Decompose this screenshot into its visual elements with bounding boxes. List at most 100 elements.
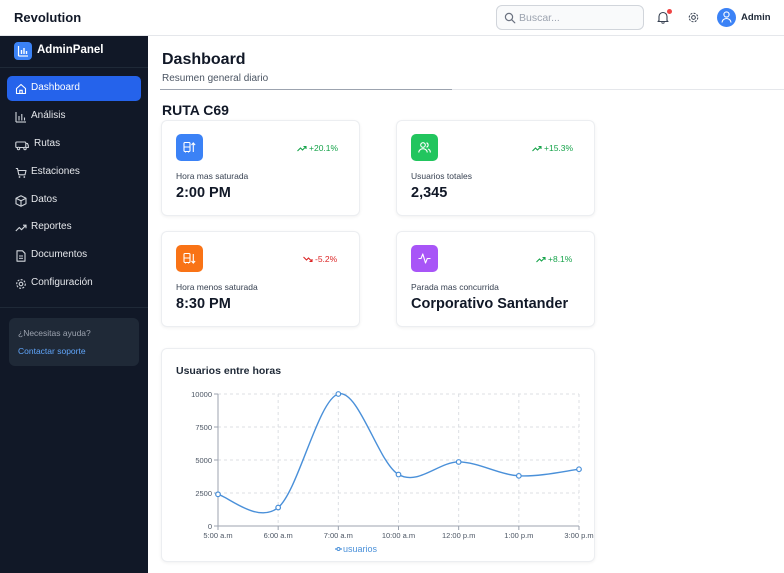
logo-text: AdminPanel [37,44,104,56]
line-chart[interactable]: 0 2500 5000 7500 10000 5:00 a.m 6:00 a.m 7:00 a… [162,349,596,563]
trend-value: +20.1% [309,143,339,153]
data-point [215,491,221,498]
contact-support-link[interactable]: Contactar soporte [18,346,86,356]
trending-up-icon [532,146,542,152]
y-tick-label: 5000 [195,456,212,465]
sidebar-item-label: Documentos [31,249,88,260]
trend-badge: -5.2% [303,254,337,264]
trend-badge: +8.1% [536,254,572,264]
search-box[interactable] [496,5,644,30]
box-icon [15,195,27,207]
brand-name: Revolution [14,10,82,25]
series-line-usuarios [217,393,580,514]
bus-down-icon [183,252,196,264]
sidebar-item-label: Reportes [31,221,72,232]
home-icon [15,83,27,95]
help-question: ¿Necesitas ayuda? [18,328,91,338]
stat-card-busiest-hour: +20.1% Hora mas saturada 2:00 PM [161,120,360,216]
y-tick-label: 10000 [191,390,212,399]
trending-up-icon [15,224,27,232]
icon-box [411,134,438,161]
document-icon [16,250,26,262]
sidebar-item-estaciones[interactable]: Estaciones [7,160,141,185]
icon-box [176,134,203,161]
stat-card-least-busy-hour: -5.2% Hora menos saturada 8:30 PM [161,231,360,327]
sidebar-item-datos[interactable]: Datos [7,188,141,213]
trending-up-icon [297,146,307,152]
stat-value: 2:00 PM [176,185,231,201]
stat-label: Hora menos saturada [176,282,258,292]
cart-icon [15,167,27,178]
top-bar: Revolution Admin [0,0,784,36]
stat-label: Hora mas saturada [176,171,249,181]
sidebar-item-dashboard[interactable]: Dashboard [7,76,141,101]
divider-accent [160,89,452,90]
search-input[interactable] [519,9,637,27]
trend-value: +8.1% [548,254,573,264]
stat-card-busiest-stop: +8.1% Parada mas concurrida Corporativo … [396,231,595,327]
bus-icon [15,141,29,151]
users-icon [418,142,431,153]
sidebar-item-reportes[interactable]: Reportes [7,215,141,240]
bell-icon[interactable] [656,10,670,24]
x-tick-label: 7:00 a.m [324,531,353,540]
chart-title: Usuarios entre horas [176,365,282,377]
x-tick-label: 5:00 a.m [203,531,232,540]
trend-badge: +15.3% [532,143,573,153]
stat-value: 2,345 [411,185,448,201]
icon-box [176,245,203,272]
stat-card-total-users: +15.3% Usuarios totales 2,345 [396,120,595,216]
user-name[interactable]: Admin [741,12,771,23]
x-tick-label: 1:00 p.m [504,531,533,540]
legend-label: usuarios [343,544,378,554]
divider [0,67,148,68]
stat-value: 8:30 PM [176,296,231,312]
sidebar-item-label: Datos [31,194,58,205]
sidebar-item-label: Configuración [31,277,93,288]
trend-value: -5.2% [315,254,338,264]
sidebar-item-label: Estaciones [31,166,80,177]
search-icon [504,12,516,24]
logo [14,42,32,60]
sidebar-item-analisis[interactable]: Análisis [7,104,141,129]
sidebar-item-label: Dashboard [31,82,80,93]
sidebar-item-rutas[interactable]: Rutas [7,132,141,157]
data-point [395,471,402,478]
user-icon [721,11,732,23]
legend-marker-dot [336,547,341,551]
stat-label: Usuarios totales [411,171,472,181]
logo-chart-icon [17,46,28,57]
sidebar-item-configuracion[interactable]: Configuración [7,271,141,296]
data-point [335,391,342,397]
avatar[interactable] [717,8,736,27]
trend-value: +15.3% [544,143,574,153]
trend-badge: +20.1% [297,143,338,153]
sidebar-item-label: Rutas [34,138,61,149]
chart-card: Usuarios entre horas 0 2500 5000 7500 10000 5… [161,348,595,562]
activity-icon [418,253,431,264]
x-tick-label: 6:00 a.m [264,531,293,540]
bus-up-icon [183,141,196,153]
help-box: ¿Necesitas ayuda? Contactar soporte [9,318,139,366]
stat-value: Corporativo Santander [411,296,569,312]
gear-icon[interactable] [687,11,700,24]
page-subtitle: Resumen general diario [162,73,269,84]
sidebar: AdminPanel Dashboard Análisis Rutas [0,36,148,573]
bar-chart-icon [15,112,26,123]
stat-label: Parada mas concurrida [411,282,499,292]
data-point [515,472,522,479]
route-title: RUTA C69 [162,102,229,118]
x-tick-label: 10:00 a.m [382,531,415,540]
x-tick-label: 12:00 p.m [442,531,475,540]
data-point [576,466,582,473]
sidebar-item-label: Análisis [31,110,66,121]
trending-down-icon [303,256,313,263]
notification-dot [667,9,672,14]
trending-up-icon [536,257,546,263]
sidebar-item-documentos[interactable]: Documentos [7,243,141,268]
gear-icon [16,279,26,289]
x-tick-label: 3:00 p.m [564,531,593,540]
page-title: Dashboard [162,51,246,68]
icon-box [411,245,438,272]
divider [160,89,784,90]
